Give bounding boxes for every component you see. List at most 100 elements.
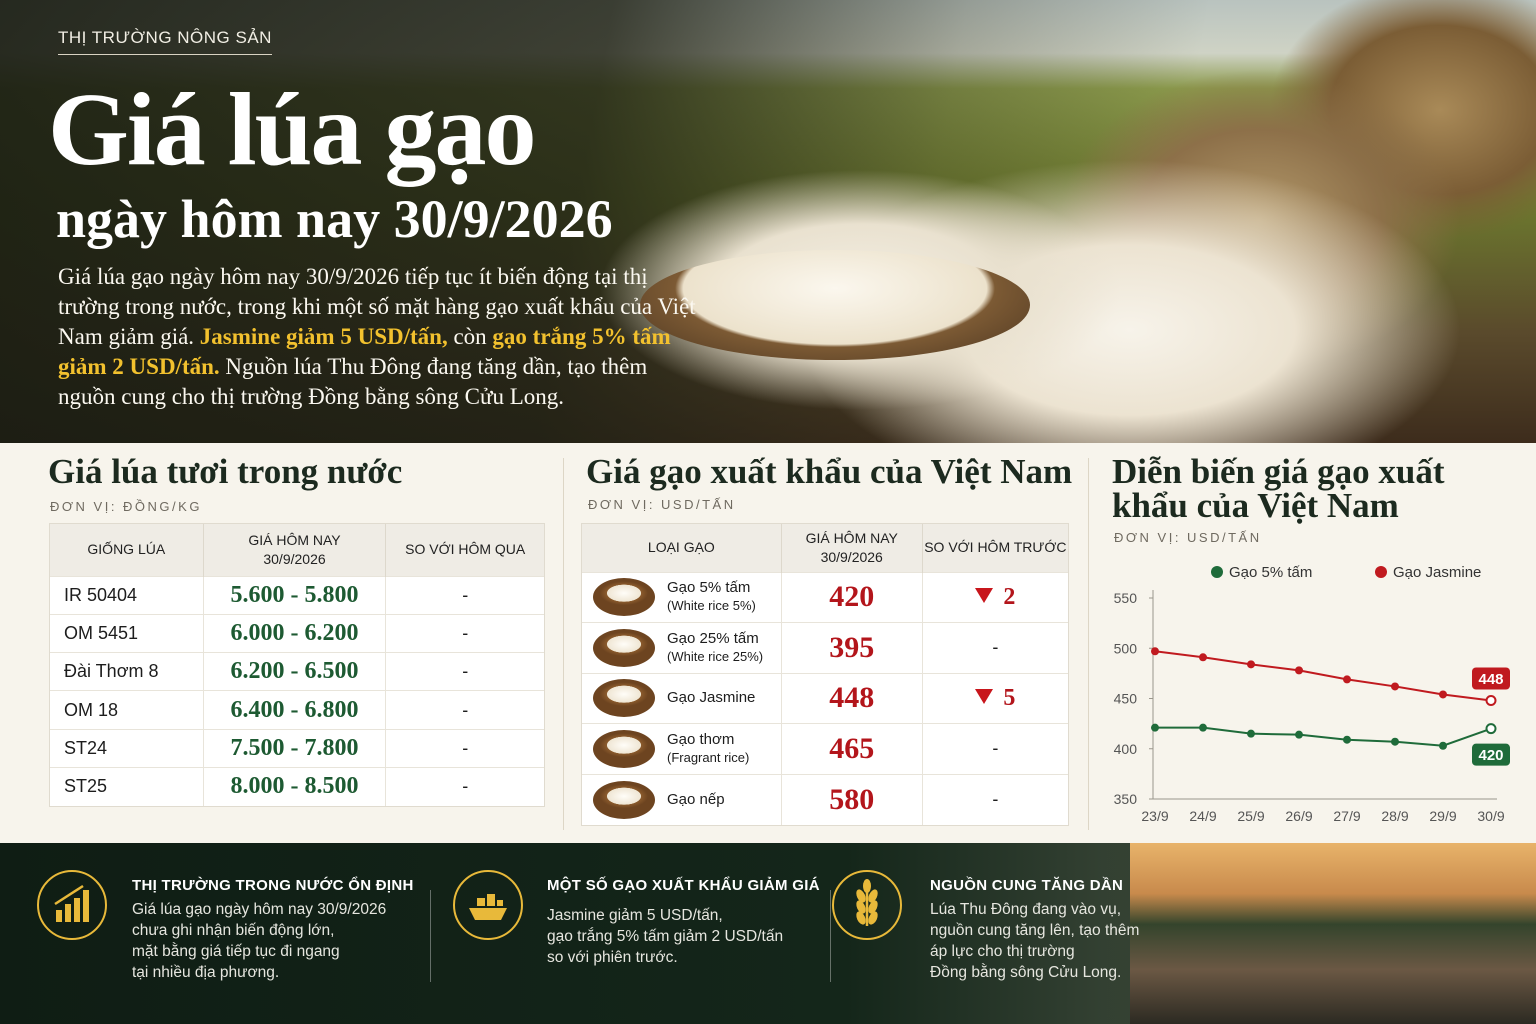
rice-label: Gạo thơm — [667, 730, 735, 748]
export-table: LOẠI GẠO GIÁ HÔM NAY 30/9/2026 SO VỚI HÔM … — [581, 523, 1069, 826]
unit: ĐƠN VỊ: ĐỒNG/KG — [50, 499, 202, 514]
x-tick-label: 24/9 — [1189, 808, 1216, 824]
change: - — [385, 728, 544, 768]
down-arrow — [975, 587, 994, 603]
kicker: THỊ TRƯỜNG NÔNG SẢN — [58, 28, 272, 55]
change: - — [385, 690, 544, 730]
intro-text: Nguồn lúa Thu Đông đang tăng dần, tạo th… — [58, 354, 648, 409]
divider — [1088, 458, 1089, 830]
table-row: Gạo thơm (Fragrant rice) 465 - — [582, 723, 1068, 774]
highlight-text: Lúa Thu Đông đang vào vụ, nguồn cung tăn… — [930, 901, 1140, 981]
table-header: LOẠI GẠO GIÁ HÔM NAY 30/9/2026 SO VỚI HÔM … — [582, 524, 1068, 572]
intro-highlight: gạo trắng 5% tấm giảm 2 USD/tấn. — [58, 324, 671, 379]
down-arrow — [975, 688, 994, 704]
price: 395 — [781, 622, 923, 673]
data-point — [1295, 666, 1303, 675]
price: 6.200 - 6.500 — [203, 652, 387, 691]
data-point — [1485, 723, 1497, 735]
intro: Giá lúa gạo ngày hôm nay 30/9/2026 tiếp … — [58, 262, 698, 412]
column-header: GIÁ HÔM NAY 30/9/2026 — [781, 524, 923, 572]
highlight-text: Giá lúa gạo ngày hôm nay 30/9/2026 chưa … — [132, 901, 387, 981]
intro-text: Giá lúa gạo ngày hôm nay 30/9/2026 tiếp … — [58, 264, 696, 349]
data-point — [1199, 723, 1207, 732]
river-image — [1130, 843, 1536, 1024]
table-row: Gạo 25% tấm (White rice 25%) 395 - — [582, 622, 1068, 673]
price: 420 — [781, 571, 923, 623]
rice-type: Gạo Jasmine — [582, 672, 782, 724]
rice-label: Gạo 25% tấm — [667, 629, 759, 647]
table: GIỐNG LÚA GIÁ HÔM NAY 30/9/2026 SO VỚI HÔM… — [50, 524, 544, 806]
table-row: IR 50404 5.600 - 5.800- — [50, 575, 544, 615]
y-tick-label: 350 — [1114, 791, 1138, 807]
column-header: SO VỚI HÔM TRƯỚC — [922, 524, 1068, 572]
table-header: GIỐNG LÚA GIÁ HÔM NAY 30/9/2026 SO VỚI HÔM… — [50, 524, 544, 576]
price: 465 — [781, 723, 923, 774]
change: - — [922, 773, 1068, 825]
x-tick-label: 28/9 — [1381, 808, 1408, 824]
legend-marker — [1211, 566, 1223, 578]
rice-image — [593, 578, 655, 617]
legend-marker — [1375, 566, 1387, 578]
price: 8.000 - 8.500 — [203, 766, 387, 806]
rice-type: Gạo 25% tấm (White rice 25%) — [582, 622, 782, 673]
legend-label: Gạo Jasmine — [1393, 564, 1481, 581]
rice-image — [593, 628, 655, 667]
column-header: SO VỚI HÔM QUA — [385, 524, 544, 576]
data-point — [1151, 723, 1159, 732]
price: 5.600 - 5.800 — [203, 575, 387, 615]
rice-type: Gạo 5% tấm (White rice 5%) — [582, 571, 782, 623]
highlight-title: NGUỒN CUNG TĂNG DẦN — [930, 877, 1124, 894]
x-tick-label: 25/9 — [1237, 808, 1264, 824]
divider — [563, 458, 564, 830]
price: 7.500 - 7.800 — [203, 728, 387, 768]
y-tick-label: 450 — [1114, 691, 1138, 707]
headline: Giá lúa gạo — [48, 72, 537, 187]
y-tick-label: 400 — [1114, 741, 1138, 757]
price: 448 — [781, 672, 923, 724]
series-line — [1154, 650, 1492, 702]
intro-text: còn — [453, 324, 487, 349]
rice-note: (White rice 5%) — [667, 598, 756, 614]
table-row: Gạo Jasmine 448 5 — [582, 672, 1068, 724]
data-label: 420 — [1478, 747, 1503, 764]
table-body: Gạo 5% tấm (White rice 5%) 420 2 Gạo 25% tấm… — [582, 571, 1068, 825]
data-point — [1439, 741, 1447, 750]
rice-label: Gạo Jasmine — [667, 689, 756, 707]
change: - — [385, 652, 544, 691]
x-tick-label: 29/9 — [1429, 808, 1456, 824]
highlight-title: THỊ TRƯỜNG TRONG NƯỚC ỔN ĐỊNH — [132, 877, 414, 894]
table-row: OM 5451 6.000 - 6.200- — [50, 613, 544, 653]
data-point — [1343, 675, 1351, 684]
table: LOẠI GẠO GIÁ HÔM NAY 30/9/2026 SO VỚI HÔM … — [582, 524, 1068, 825]
data-point — [1247, 660, 1255, 669]
hero-image — [0, 0, 1536, 443]
separator — [830, 890, 831, 982]
x-tick-label: 23/9 — [1141, 808, 1168, 824]
change-value: 5 — [1003, 684, 1016, 711]
rice-label: Gạo nếp — [667, 790, 725, 808]
table-row: ST24 7.500 - 7.800- — [50, 728, 544, 768]
data-point — [1485, 695, 1497, 707]
series-line — [1155, 726, 1492, 747]
price: 6.000 - 6.200 — [203, 613, 387, 653]
change-value: - — [992, 637, 999, 658]
table-row: ST25 8.000 - 8.500- — [50, 766, 544, 806]
x-tick-label: 26/9 — [1285, 808, 1312, 824]
separator — [430, 890, 431, 982]
highlight-title: MỘT SỐ GẠO XUẤT KHẨU GIẢM GIÁ — [547, 877, 820, 894]
change: - — [385, 575, 544, 615]
rice-image — [593, 780, 655, 819]
variety: OM 5451 — [50, 613, 204, 653]
chart-title: Diễn biến giá gạo xuất khẩu của Việt Nam — [1112, 452, 1445, 525]
highlight-text: Jasmine giảm 5 USD/tấn, gạo trắng 5% tấm… — [547, 907, 784, 966]
intro-highlight: Jasmine giảm 5 USD/tấn, — [199, 324, 448, 349]
panel-title: Giá gạo xuất khẩu của Việt Nam — [586, 452, 1073, 491]
data-label-box — [1472, 743, 1510, 766]
icon — [469, 894, 507, 920]
change-value: - — [992, 789, 999, 809]
icon-ship — [453, 870, 523, 940]
data-point — [1295, 730, 1303, 739]
icon-grain — [832, 870, 902, 940]
variety: ST24 — [50, 728, 204, 768]
